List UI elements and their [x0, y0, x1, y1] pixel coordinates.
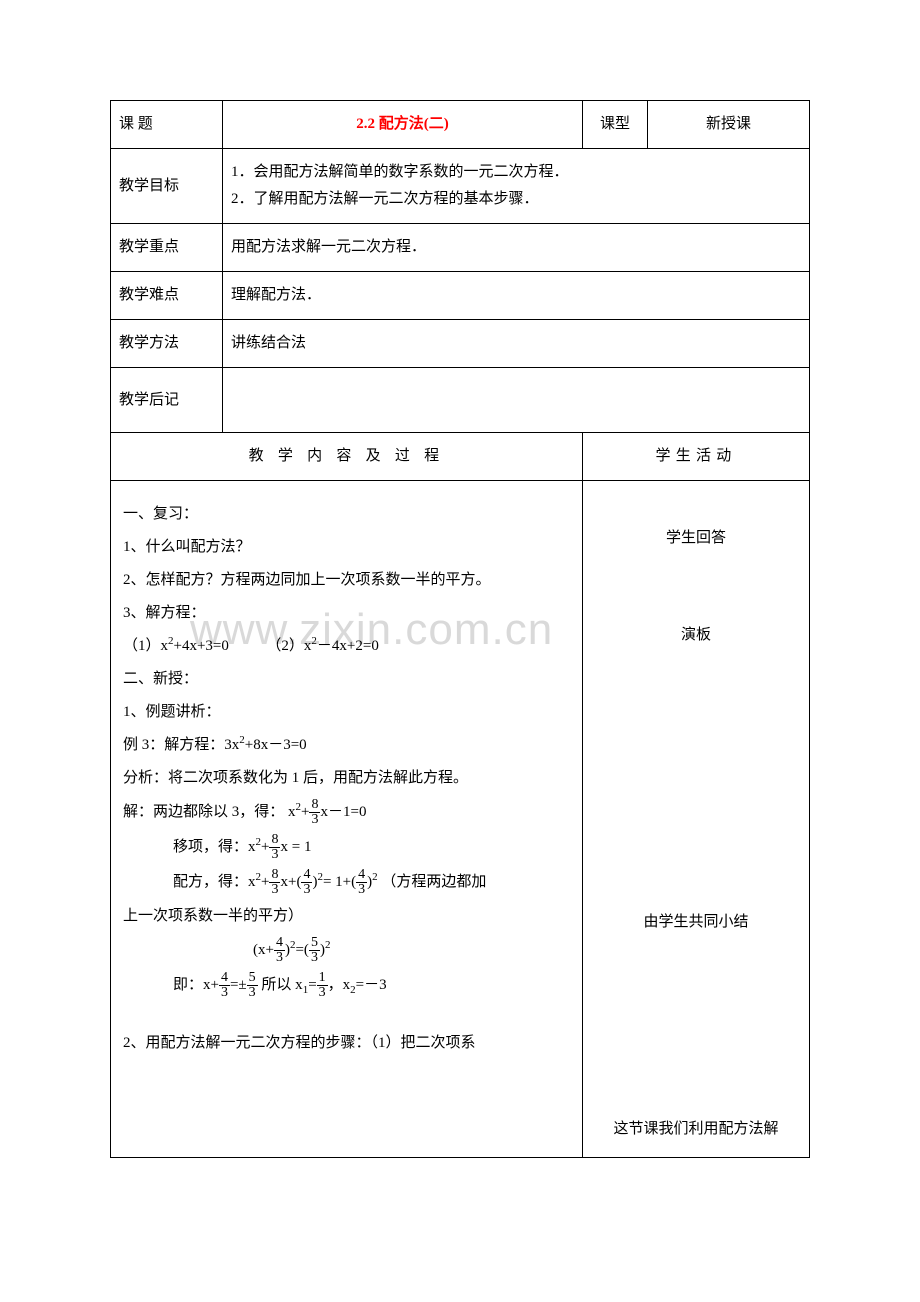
s3g: （方程两边都加	[378, 874, 487, 890]
f7d: 3	[309, 951, 320, 965]
label-type: 课型	[583, 101, 648, 149]
step-result2: 即：x+43=±53 所以 x1=13，x2=－3	[123, 971, 570, 1000]
review-q2: 2、怎样配方？方程两边同加上一次项系数一半的平方。	[123, 567, 570, 594]
right-content: 学生回答 演板 由学生共同小结 这节课我们利用配方法解	[583, 481, 810, 1158]
s5k: =－3	[356, 977, 387, 993]
difficulty-label: 教学难点	[111, 272, 223, 320]
focus-label: 教学重点	[111, 224, 223, 272]
f9n: 5	[247, 971, 258, 986]
f9d: 3	[247, 986, 258, 1000]
s5c: =±	[230, 977, 247, 993]
f8d: 3	[219, 986, 230, 1000]
review-q3: 3、解方程：	[123, 600, 570, 627]
difficulty-row: 教学难点 理解配方法．	[111, 272, 810, 320]
f6d: 3	[274, 951, 285, 965]
f3d: 3	[269, 883, 280, 897]
f5n: 4	[356, 868, 367, 883]
s3a: 配方，得：x	[173, 874, 256, 890]
example-heading: 1、例题讲析：	[123, 699, 570, 726]
f1n: 8	[309, 798, 320, 813]
step-move: 移项，得：x2+83x = 1	[123, 833, 570, 862]
f4d: 3	[301, 883, 312, 897]
s2c: x = 1	[280, 839, 311, 855]
s2a: 移项，得：x	[173, 839, 256, 855]
left-heading: 教 学 内 容 及 过 程	[111, 433, 583, 481]
f8n: 4	[219, 971, 230, 986]
goal-row: 教学目标 1．会用配方法解简单的数字系数的一元二次方程． 2．了解用配方法解一元…	[111, 149, 810, 224]
s4c: =(	[295, 942, 308, 958]
f10n: 1	[317, 971, 328, 986]
s5a: 即：x+	[173, 977, 219, 993]
f5d: 3	[356, 883, 367, 897]
label-topic: 课 题	[111, 101, 223, 149]
note-value	[223, 368, 810, 433]
step-square: 配方，得：x2+83x+(43)2= 1+(43)2 （方程两边都加	[123, 868, 570, 897]
s5g: =	[308, 977, 316, 993]
goal-line-1: 1．会用配方法解简单的数字系数的一元二次方程．	[231, 159, 801, 186]
activity-3: 由学生共同小结	[595, 909, 797, 936]
f3n: 8	[269, 868, 280, 883]
eq2-b: －4x+2=0	[317, 638, 379, 654]
example-eq: 例 3：解方程：3x2+8x－3=0	[123, 732, 570, 759]
eq1-a: （1）x	[123, 638, 168, 654]
type-value: 新授课	[648, 101, 810, 149]
method-row: 教学方法 讲练结合法	[111, 320, 810, 368]
focus-row: 教学重点 用配方法求解一元二次方程．	[111, 224, 810, 272]
s5i: ，x	[328, 977, 351, 993]
method-label: 教学方法	[111, 320, 223, 368]
note-label: 教学后记	[111, 368, 223, 433]
step-result1: (x+43)2=(53)2	[123, 936, 570, 965]
equations-line: （1）x2+4x+3=0 （2）x2－4x+2=0	[123, 633, 570, 660]
ex-a: 例 3：解方程：3x	[123, 737, 239, 753]
new-heading: 二、新授：	[123, 666, 570, 693]
method-value: 讲练结合法	[223, 320, 810, 368]
f10d: 3	[317, 986, 328, 1000]
s5e: 所以 x	[258, 977, 303, 993]
f4n: 4	[301, 868, 312, 883]
review-q1: 1、什么叫配方法？	[123, 534, 570, 561]
content-row: 一、复习： 1、什么叫配方法？ 2、怎样配方？方程两边同加上一次项系数一半的平方…	[111, 481, 810, 1158]
analysis: 分析：将二次项系数化为 1 后，用配方法解此方程。	[123, 765, 570, 792]
eq2-a: （2）x	[266, 638, 311, 654]
eq1-b: +4x+3=0	[174, 638, 229, 654]
s3c: x+(	[280, 874, 301, 890]
header-row: 课 题 2.2 配方法(二) 课型 新授课	[111, 101, 810, 149]
note-row: 教学后记	[111, 368, 810, 433]
goal-label: 教学目标	[111, 149, 223, 224]
activity-1: 学生回答	[595, 525, 797, 552]
f2d: 3	[269, 848, 280, 862]
steps-heading: 2、用配方法解一元二次方程的步骤：（1）把二次项系	[123, 1030, 570, 1057]
activity-4: 这节课我们利用配方法解	[595, 1116, 797, 1143]
lesson-plan-table: 课 题 2.2 配方法(二) 课型 新授课 教学目标 1．会用配方法解简单的数字…	[110, 100, 810, 1158]
difficulty-value: 理解配方法．	[223, 272, 810, 320]
f6n: 4	[274, 936, 285, 951]
left-content: 一、复习： 1、什么叫配方法？ 2、怎样配方？方程两边同加上一次项系数一半的平方…	[111, 481, 583, 1158]
lesson-title: 2.2 配方法(二)	[223, 101, 583, 149]
s1a: 解：两边都除以 3，得： x	[123, 804, 296, 820]
f2n: 8	[269, 833, 280, 848]
review-heading: 一、复习：	[123, 501, 570, 528]
focus-value: 用配方法求解一元二次方程．	[223, 224, 810, 272]
goal-line-2: 2．了解用配方法解一元二次方程的基本步骤．	[231, 186, 801, 213]
s3e: = 1+(	[323, 874, 356, 890]
goal-content: 1．会用配方法解简单的数字系数的一元二次方程． 2．了解用配方法解一元二次方程的…	[223, 149, 810, 224]
s4a: (x+	[253, 942, 274, 958]
ex-b: +8x－3=0	[245, 737, 307, 753]
section-heading-row: 教 学 内 容 及 过 程 学生活动	[111, 433, 810, 481]
activity-2: 演板	[595, 622, 797, 649]
f7n: 5	[309, 936, 320, 951]
f1d: 3	[309, 813, 320, 827]
step-divide: 解：两边都除以 3，得： x2+83x－1=0	[123, 798, 570, 827]
right-heading: 学生活动	[583, 433, 810, 481]
s1c: x－1=0	[320, 804, 366, 820]
step-square-cont: 上一次项系数一半的平方）	[123, 903, 570, 930]
